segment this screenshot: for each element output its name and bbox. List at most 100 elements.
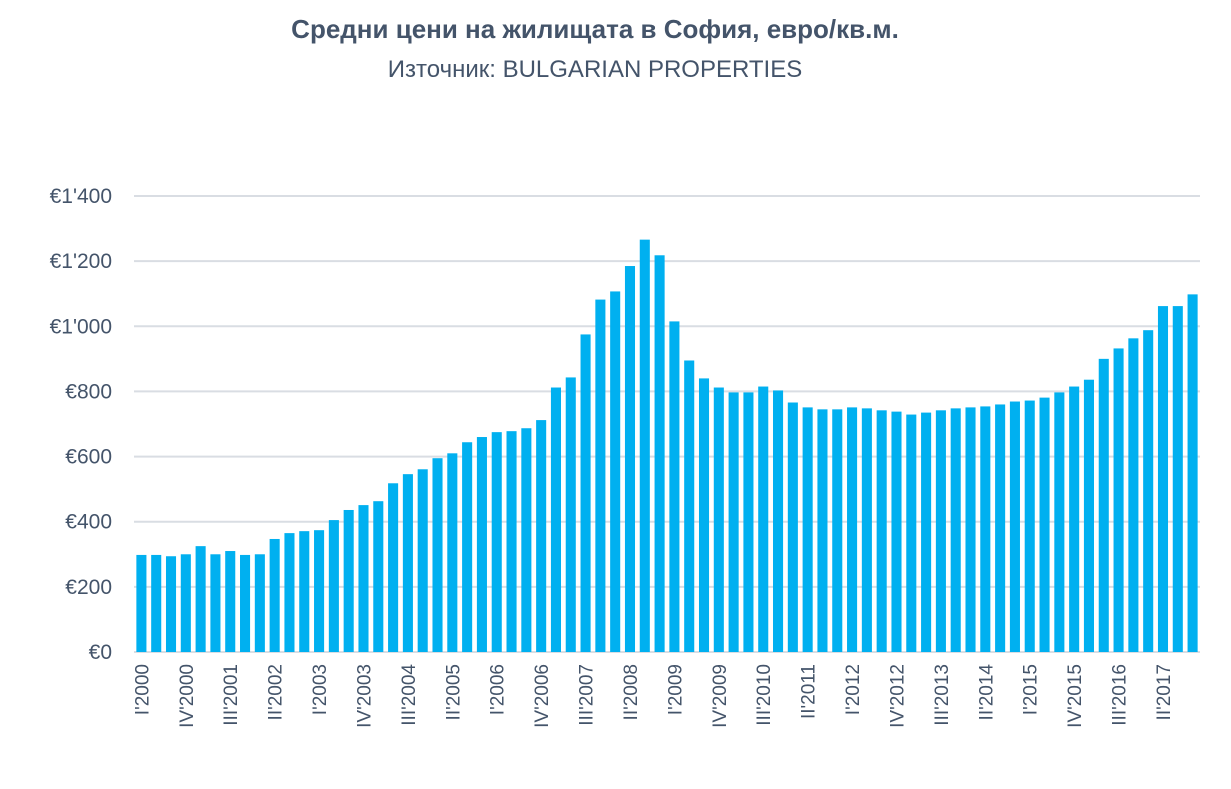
bar <box>1009 401 1020 652</box>
bar <box>610 291 621 652</box>
bar <box>817 409 828 652</box>
x-tick-label: IV'2000 <box>177 664 198 728</box>
x-tick-label: III'2013 <box>932 664 953 726</box>
x-tick-label: I'2015 <box>1021 664 1042 715</box>
bar <box>802 407 813 652</box>
y-tick-label: €0 <box>89 641 112 664</box>
bar <box>728 392 739 652</box>
bar <box>950 408 961 652</box>
x-tick-label: IV'2009 <box>710 664 731 728</box>
x-tick-label: I'2009 <box>665 664 686 715</box>
y-tick-label: €800 <box>65 380 112 403</box>
bar <box>698 378 710 652</box>
bar <box>402 474 413 652</box>
y-tick-label: €400 <box>65 511 112 534</box>
bar <box>565 377 576 652</box>
bar <box>136 554 147 652</box>
bar <box>1172 306 1183 652</box>
bar <box>225 551 236 652</box>
bar <box>832 409 843 652</box>
bar <box>447 453 458 652</box>
bar <box>1128 338 1139 652</box>
x-tick-label: III'2001 <box>221 664 242 726</box>
bar <box>299 531 310 652</box>
bar <box>669 321 680 652</box>
bar <box>906 414 917 652</box>
x-tick-label: II'2005 <box>443 664 464 720</box>
bar <box>580 334 591 652</box>
bar <box>358 505 369 652</box>
bar <box>388 483 399 652</box>
bar <box>1054 392 1065 652</box>
bar <box>521 428 532 652</box>
bar <box>1083 379 1094 652</box>
x-tick-label: I'2000 <box>132 664 153 715</box>
x-tick-label: I'2006 <box>488 664 509 715</box>
bar <box>980 406 991 652</box>
bar <box>314 530 325 652</box>
bar <box>536 420 547 652</box>
bar <box>1039 397 1050 652</box>
chart-subtitle: Източник: BULGARIAN PROPERTIES <box>387 56 803 83</box>
bar <box>654 255 665 652</box>
bar <box>506 431 517 652</box>
x-tick-label: III'2010 <box>754 664 775 726</box>
y-tick-label: €200 <box>65 576 112 599</box>
x-tick-label: IV'2015 <box>1065 664 1086 728</box>
x-tick-label: III'2016 <box>1110 664 1131 726</box>
bar <box>476 437 487 652</box>
bar <box>935 410 946 652</box>
bar <box>773 390 784 652</box>
bar <box>861 408 872 652</box>
x-tick-label: I'2012 <box>843 664 864 715</box>
x-tick-label: III'2004 <box>399 664 420 726</box>
bar <box>343 509 354 652</box>
bar <box>432 458 443 652</box>
bar <box>269 538 280 652</box>
bar <box>254 554 265 652</box>
bar <box>624 266 636 652</box>
bar <box>787 402 798 652</box>
bar <box>684 360 695 652</box>
chart-title: Средни цени на жилищата в София, евро/кв… <box>291 14 899 44</box>
bar <box>210 554 221 652</box>
x-tick-label: II'2008 <box>621 664 642 720</box>
y-tick-label: €1'000 <box>50 315 112 338</box>
x-tick-label: III'2007 <box>577 664 598 726</box>
bar <box>639 239 650 652</box>
bar <box>1113 348 1124 652</box>
bar <box>1187 294 1198 652</box>
y-tick-label: €1'200 <box>50 250 112 273</box>
x-tick-label: II'2011 <box>799 664 820 719</box>
bar <box>1157 306 1169 652</box>
bar <box>328 520 339 652</box>
x-tick-label: I'2003 <box>310 664 331 715</box>
bar <box>165 556 177 652</box>
bar <box>758 386 769 652</box>
bar <box>491 432 502 652</box>
bar <box>151 554 162 652</box>
bar <box>240 554 251 652</box>
x-tick-label: II'2014 <box>976 664 997 721</box>
bar <box>284 533 295 652</box>
bar <box>713 387 724 652</box>
bar <box>1024 400 1035 652</box>
bar <box>847 407 858 652</box>
bar <box>595 299 606 652</box>
bar <box>743 392 754 652</box>
bar <box>921 412 932 652</box>
y-tick-label: €600 <box>65 446 112 469</box>
bar <box>876 410 887 652</box>
bar <box>550 387 561 652</box>
x-tick-label: II'2002 <box>266 664 287 720</box>
bar <box>195 546 206 652</box>
y-tick-label: €1'400 <box>50 185 112 208</box>
bar <box>1098 358 1109 652</box>
bar <box>891 411 902 652</box>
x-tick-label: IV'2006 <box>532 664 553 728</box>
bar <box>417 469 428 652</box>
bar <box>1069 386 1080 652</box>
bar <box>1143 330 1154 652</box>
x-tick-label: II'2017 <box>1154 664 1175 720</box>
